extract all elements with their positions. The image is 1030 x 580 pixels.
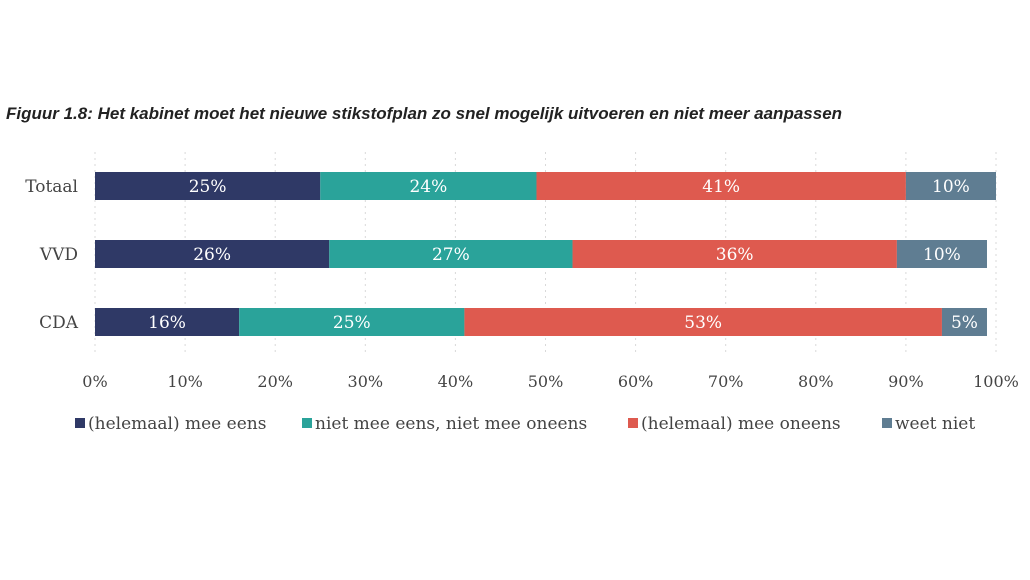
data-label: 36% — [716, 245, 754, 265]
data-label: 25% — [189, 177, 227, 197]
data-label: 41% — [702, 177, 740, 197]
x-tick-label: 10% — [167, 372, 203, 391]
data-label: 24% — [409, 177, 447, 197]
x-tick-label: 60% — [618, 372, 654, 391]
bar-segment — [239, 308, 465, 336]
x-tick-label: 50% — [528, 372, 564, 391]
bar-segment — [329, 240, 573, 268]
bar-segment — [905, 172, 996, 200]
data-label: 10% — [932, 177, 970, 197]
bar-segment — [536, 172, 906, 200]
data-label: 26% — [193, 245, 231, 265]
bar-segment — [572, 240, 897, 268]
legend-label: weet niet — [895, 414, 975, 434]
data-label: 10% — [923, 245, 961, 265]
bar-segment — [95, 240, 330, 268]
category-label: Totaal — [25, 177, 78, 197]
category-label: VVD — [39, 245, 78, 265]
category-label: CDA — [39, 313, 79, 333]
x-tick-label: 90% — [888, 372, 924, 391]
legend-label: niet mee eens, niet mee oneens — [315, 414, 587, 434]
bar-segment — [464, 308, 942, 336]
bar-segment — [941, 308, 987, 336]
legend-label: (helemaal) mee eens — [88, 414, 266, 434]
chart-title: Figuur 1.8: Het kabinet moet het nieuwe … — [6, 104, 843, 123]
legend-label: (helemaal) mee oneens — [641, 414, 841, 434]
data-label: 5% — [951, 313, 978, 333]
x-tick-label: 20% — [257, 372, 293, 391]
data-label: 25% — [333, 313, 371, 333]
data-label: 53% — [684, 313, 722, 333]
legend-swatch — [75, 418, 85, 428]
legend-swatch — [882, 418, 892, 428]
bar-segment — [95, 172, 321, 200]
x-tick-label: 80% — [798, 372, 834, 391]
x-tick-label: 40% — [438, 372, 474, 391]
bar-segment — [320, 172, 537, 200]
x-tick-label: 70% — [708, 372, 744, 391]
bar-segment — [896, 240, 987, 268]
x-tick-label: 30% — [348, 372, 384, 391]
legend-swatch — [628, 418, 638, 428]
data-label: 27% — [432, 245, 470, 265]
bar-segment — [95, 308, 240, 336]
legend-swatch — [302, 418, 312, 428]
data-label: 16% — [148, 313, 186, 333]
x-tick-label: 100% — [973, 372, 1019, 391]
x-tick-label: 0% — [82, 372, 107, 391]
